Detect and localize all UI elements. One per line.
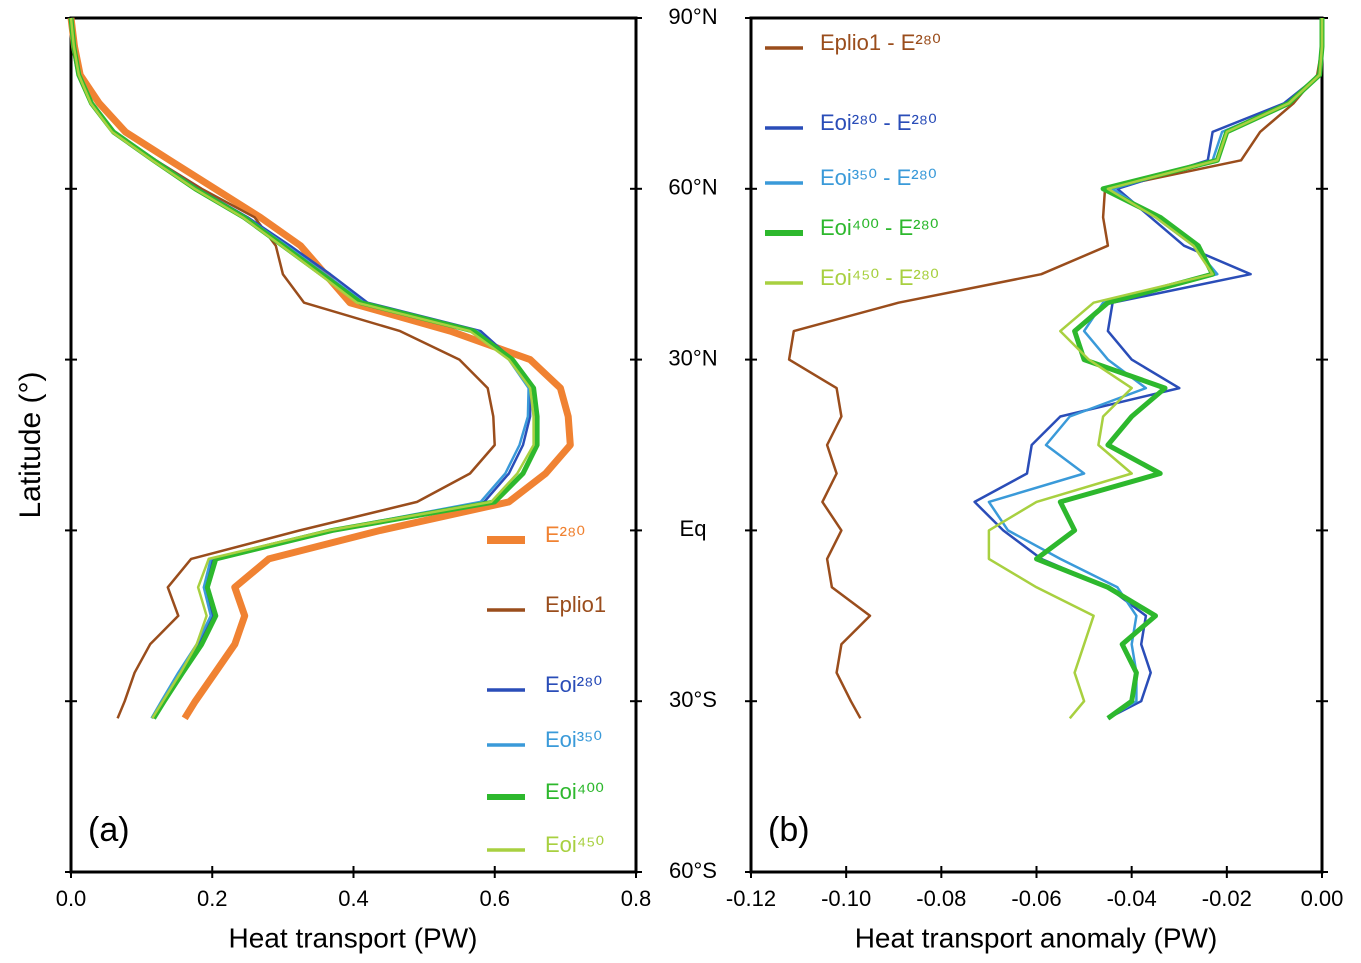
x-tick-label: -0.12 — [726, 886, 776, 911]
x-tick-label: 0.00 — [1301, 886, 1344, 911]
series-line — [69, 17, 532, 719]
y-tick-label: 60°N — [668, 175, 717, 200]
legend-label: Eplio1 - E²⁸⁰ — [820, 30, 941, 55]
x-axis-label: Heat transport anomaly (PW) — [855, 922, 1218, 953]
legend-label: Eoi⁴⁵⁰ — [545, 832, 604, 857]
series-line — [973, 18, 1324, 720]
y-axis-label: Latitude (°) — [14, 371, 47, 518]
y-tick-label: 60°S — [669, 858, 717, 883]
panel-b-frame — [749, 16, 1324, 874]
y-tick-label: 90°N — [668, 4, 717, 29]
y-tick-label: 30°S — [669, 687, 717, 712]
series-line — [69, 17, 530, 719]
y-tick-label: 30°N — [668, 345, 717, 370]
x-tick-label: -0.04 — [1107, 886, 1157, 911]
x-tick-label: -0.02 — [1202, 886, 1252, 911]
legend-label: Eplio1 — [545, 592, 606, 617]
x-tick-label: 0.2 — [197, 886, 228, 911]
x-tick-label: -0.06 — [1011, 886, 1061, 911]
x-tick-label: 0.0 — [56, 886, 87, 911]
x-axis-label: Heat transport (PW) — [229, 922, 478, 953]
series-line — [1034, 18, 1325, 721]
legend-label: Eoi³⁵⁰ — [545, 727, 602, 752]
series-line — [987, 18, 1324, 720]
series-line — [69, 17, 496, 719]
panel-label: (b) — [768, 811, 810, 849]
legend-label: Eoi⁴⁵⁰ - E²⁸⁰ — [820, 265, 939, 290]
y-tick-label: Eq — [680, 516, 707, 541]
legend-label: Eoi⁴⁰⁰ - E²⁸⁰ — [820, 215, 939, 240]
x-tick-label: -0.08 — [916, 886, 966, 911]
legend-label: Eoi⁴⁰⁰ — [545, 779, 604, 804]
series-line — [69, 17, 535, 719]
series-line — [67, 17, 574, 721]
legend-label: E²⁸⁰ — [545, 522, 585, 547]
legend-label: Eoi³⁵⁰ - E²⁸⁰ — [820, 165, 937, 190]
panel-label: (a) — [88, 811, 130, 849]
x-tick-label: 0.6 — [479, 886, 510, 911]
x-tick-label: 0.8 — [621, 886, 652, 911]
x-tick-label: 0.4 — [338, 886, 369, 911]
legend-label: Eoi²⁸⁰ - E²⁸⁰ — [820, 110, 937, 135]
x-tick-label: -0.10 — [821, 886, 871, 911]
series-line — [787, 18, 1324, 719]
legend-label: Eoi²⁸⁰ — [545, 672, 602, 697]
